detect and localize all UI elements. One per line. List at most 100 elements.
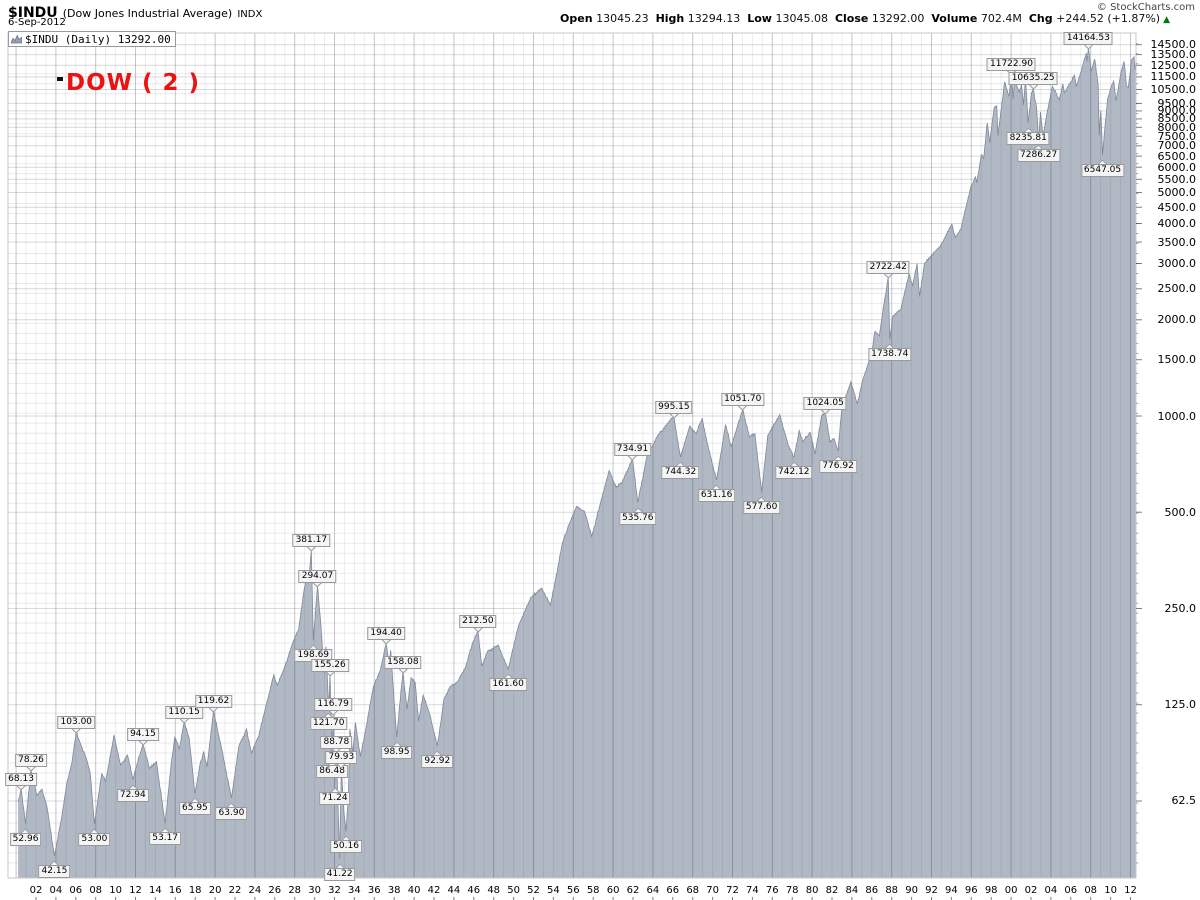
x-axis-label: 08 bbox=[89, 885, 103, 896]
annotation-value: 63.90 bbox=[215, 806, 248, 820]
annotation-value: 103.00 bbox=[57, 715, 96, 729]
x-axis-label: 12 bbox=[1124, 885, 1137, 896]
x-axis-label: 84 bbox=[845, 885, 859, 896]
quote-label: Chg bbox=[1028, 12, 1053, 25]
x-axis-label: 02 bbox=[29, 885, 43, 896]
x-axis-label: 32 bbox=[328, 885, 341, 896]
annotation-value: 78.26 bbox=[15, 753, 47, 767]
annotation-value: 71.24 bbox=[318, 791, 351, 805]
annotation-631.16: 631.16 bbox=[697, 484, 736, 502]
annotation-value: 1738.74 bbox=[868, 348, 912, 362]
annotation-63.90: 63.90 bbox=[215, 802, 248, 820]
annotation-79.93: 79.93 bbox=[325, 750, 358, 769]
x-axis-label: 26 bbox=[268, 885, 282, 896]
annotation-value: 631.16 bbox=[697, 488, 736, 502]
x-axis-label: 24 bbox=[248, 885, 262, 896]
annotation-2722.42: 2722.42 bbox=[866, 260, 910, 279]
symbol: $INDU bbox=[8, 5, 58, 21]
annotation-161.60: 161.60 bbox=[489, 673, 527, 692]
annotation-value: 79.93 bbox=[325, 750, 358, 764]
legend-text: $INDU (Daily) 13292.00 bbox=[25, 32, 171, 46]
annotation-110.15: 110.15 bbox=[165, 706, 203, 724]
x-axis-label: 96 bbox=[964, 885, 978, 896]
annotation-value: 2722.42 bbox=[866, 260, 910, 274]
annotation-value: 50.16 bbox=[330, 840, 362, 854]
y-axis-label: 4500.0 bbox=[1157, 200, 1197, 214]
annotation-value: 53.00 bbox=[78, 832, 111, 846]
annotation-50.16: 50.16 bbox=[330, 835, 362, 854]
annotation-212.50: 212.50 bbox=[459, 615, 497, 633]
symbol-name: (Dow Jones Industrial Average) bbox=[62, 7, 233, 20]
y-axis-label: 1500.0 bbox=[1157, 353, 1197, 367]
annotation-value: 7286.27 bbox=[1017, 149, 1061, 163]
annotation-7286.27: 7286.27 bbox=[1017, 144, 1061, 163]
x-axis-label: 30 bbox=[308, 885, 321, 896]
annotation-value: 212.50 bbox=[459, 615, 497, 629]
annotation-value: 776.92 bbox=[819, 460, 857, 474]
copyright: © StockCharts.com bbox=[1096, 2, 1195, 13]
annotation-value: 11722.90 bbox=[987, 58, 1036, 72]
annotation-value: 155.26 bbox=[311, 658, 349, 672]
x-axis-label: 82 bbox=[825, 885, 839, 896]
x-axis-label: 22 bbox=[228, 885, 242, 896]
y-axis-label: 9500.0 bbox=[1157, 96, 1197, 110]
x-axis-label: 18 bbox=[188, 885, 202, 896]
annotation-194.40: 194.40 bbox=[367, 627, 405, 646]
x-axis-label: 52 bbox=[527, 885, 540, 896]
annotation-71.24: 71.24 bbox=[318, 787, 351, 805]
annotation-535.76: 535.76 bbox=[619, 506, 657, 525]
annotation-value: 88.78 bbox=[320, 736, 353, 750]
y-axis-label: 6000.0 bbox=[1157, 160, 1197, 174]
note-marker bbox=[57, 77, 63, 81]
y-axis-label: 8000.0 bbox=[1157, 120, 1197, 134]
x-axis-label: 40 bbox=[407, 885, 421, 896]
annotation-value: 995.15 bbox=[655, 400, 693, 414]
annotation-98.95: 98.95 bbox=[380, 741, 413, 760]
annotation-381.17: 381.17 bbox=[292, 533, 331, 552]
y-axis-label: 3500.0 bbox=[1157, 235, 1197, 249]
annotation-value: 8235.81 bbox=[1006, 132, 1050, 146]
y-axis-label: 250.0 bbox=[1164, 601, 1197, 615]
annotation-995.15: 995.15 bbox=[655, 400, 693, 419]
quote-label: Low bbox=[747, 12, 772, 25]
annotation-53.17: 53.17 bbox=[149, 827, 182, 846]
chart-date: 6-Sep-2012 bbox=[8, 17, 66, 28]
annotation-11722.90: 11722.90 bbox=[987, 58, 1036, 76]
x-axis-label: 42 bbox=[427, 885, 441, 896]
annotation-value: 734.91 bbox=[613, 442, 652, 456]
y-axis-label: 12500.0 bbox=[1150, 58, 1197, 72]
annotation-value: 161.60 bbox=[489, 678, 527, 692]
x-axis-label: 66 bbox=[666, 885, 680, 896]
annotation-1024.05: 1024.05 bbox=[803, 396, 847, 415]
annotation-52.96: 52.96 bbox=[9, 828, 42, 846]
y-axis-label: 3000.0 bbox=[1157, 256, 1197, 270]
x-axis-label: 36 bbox=[367, 885, 381, 896]
quote-value: 13045.23 bbox=[592, 12, 649, 25]
quote-value: +244.52 (+1.87%) bbox=[1052, 12, 1161, 25]
quote-value: 13292.00 bbox=[868, 12, 925, 25]
annotation-value: 1024.05 bbox=[803, 396, 847, 410]
y-axis-label: 9000.0 bbox=[1157, 104, 1197, 118]
annotation-value: 194.40 bbox=[367, 627, 405, 641]
annotation-value: 65.95 bbox=[179, 802, 211, 816]
x-axis-label: 14 bbox=[149, 885, 162, 896]
annotation-value: 10635.25 bbox=[1008, 71, 1058, 85]
annotation-94.15: 94.15 bbox=[127, 728, 159, 746]
annotation-88.78: 88.78 bbox=[320, 736, 353, 754]
annotation-121.70: 121.70 bbox=[309, 712, 348, 731]
quote-label: High bbox=[655, 12, 685, 25]
annotation-14164.53: 14164.53 bbox=[1063, 31, 1113, 50]
annotation-158.08: 158.08 bbox=[384, 656, 422, 674]
x-axis-label: 80 bbox=[805, 885, 819, 896]
annotation-734.91: 734.91 bbox=[613, 442, 652, 461]
x-axis-label: 98 bbox=[984, 885, 998, 896]
annotation-53.00: 53.00 bbox=[78, 828, 111, 846]
x-axis-label: 38 bbox=[387, 885, 401, 896]
annotation-value: 94.15 bbox=[127, 728, 159, 742]
annotation-294.07: 294.07 bbox=[298, 569, 337, 588]
x-axis-label: 72 bbox=[726, 885, 739, 896]
series-legend[interactable]: $INDU (Daily) 13292.00 bbox=[8, 31, 176, 47]
x-axis-label: 68 bbox=[686, 885, 700, 896]
x-axis-label: 88 bbox=[885, 885, 899, 896]
quote-bar: Open 13045.23 High 13294.13 Low 13045.08 Cl… bbox=[553, 12, 1170, 25]
